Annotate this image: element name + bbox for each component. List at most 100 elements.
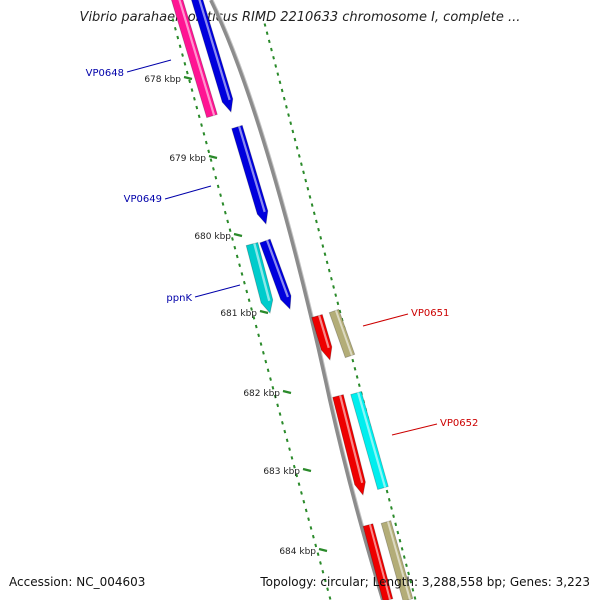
inner-tick-mark [242, 280, 246, 285]
vp0648-label: VP0648 [86, 68, 124, 79]
inner-tick-mark [323, 578, 327, 583]
outer-tick-mark [332, 285, 335, 289]
inner-tick-mark [283, 429, 287, 434]
gene-vp0652-highlight [339, 395, 364, 484]
major-tick-mark [233, 232, 243, 238]
inner-tick-mark [262, 350, 265, 355]
ppnk-label: ppnK [166, 293, 192, 304]
inner-tick-mark [202, 132, 206, 136]
inner-tick-mark [188, 79, 192, 84]
gene-vp0648-highlight [178, 0, 216, 116]
outer-tick-mark [285, 105, 288, 109]
major-tick-mark [183, 75, 193, 81]
inner-tick-mark [316, 552, 320, 557]
vp0652-label: VP0652 [440, 418, 478, 429]
kbp-tick-label: 678 kbp [144, 75, 181, 85]
outer-tick-mark [327, 268, 331, 273]
accession-text: Accession: NC_004603 [9, 575, 146, 589]
outer-tick-mark [407, 571, 410, 576]
outer-tick-mark [394, 522, 398, 527]
vp0649-label: VP0649 [124, 194, 162, 205]
outer-tick-mark [312, 211, 316, 216]
inner-tick-mark [171, 18, 175, 22]
outer-tick-mark [315, 219, 318, 224]
inner-tick-mark [311, 534, 315, 539]
inner-tick-mark [257, 333, 261, 338]
outer-tick-mark [308, 195, 312, 199]
major-tick-mark [282, 389, 292, 395]
inner-tick-mark [302, 499, 306, 504]
inner-tick-mark [245, 289, 249, 294]
inner-tick-mark [278, 412, 282, 416]
genome-summary-text: Topology: circular; Length: 3,288,558 bp… [260, 575, 590, 589]
outer-tick-mark [402, 555, 406, 559]
inner-tick-mark [319, 561, 322, 565]
chromosome-backbone [209, 0, 385, 600]
outer-tick-mark [310, 203, 314, 207]
inner-tick-mark [254, 324, 258, 329]
outer-tick-mark [351, 358, 355, 363]
inner-tick-mark [221, 202, 225, 206]
outer-tick-mark [387, 497, 391, 502]
outer-tick-mark [355, 375, 359, 379]
major-tick-mark [259, 309, 269, 315]
outer-tick-mark [325, 260, 329, 265]
major-tick-mark [302, 467, 312, 473]
inner-tick-mark [197, 114, 201, 119]
outer-tick-mark [295, 145, 299, 150]
gene-reverse-unlabeled-1-highlight [334, 309, 353, 356]
gene-forward-unlabeled-2 [259, 238, 292, 310]
inner-tick-mark [271, 386, 275, 390]
outer-tick-mark [287, 113, 290, 117]
inner-tick-mark [195, 105, 199, 110]
inner-tick-mark [216, 184, 220, 189]
outer-tick-mark [338, 309, 342, 314]
outer-tick-mark [353, 366, 357, 371]
inner-tick-mark [328, 596, 332, 600]
outer-tick-mark [306, 186, 310, 191]
gene-forward-unlabeled-1-highlight [198, 0, 231, 101]
kbp-tick-label: 680 kbp [194, 232, 231, 242]
inner-tick-mark [238, 263, 241, 268]
outer-tick-mark [282, 96, 286, 101]
inner-tick-mark [181, 53, 184, 57]
outer-tick-mark [317, 227, 320, 232]
inner-tick-mark [264, 359, 268, 364]
major-tick-mark [208, 154, 218, 160]
gene-vp0651-highlight [318, 315, 330, 349]
outer-tick-mark [390, 506, 393, 510]
inner-tick-mark [309, 526, 313, 530]
inner-tick-mark [185, 70, 189, 75]
outer-tick-mark [323, 252, 327, 257]
outer-tick-mark [411, 588, 415, 592]
inner-tick-mark [240, 272, 244, 276]
outer-tick-mark [302, 170, 305, 175]
outer-tick-mark [357, 383, 361, 387]
outer-tick-mark [396, 530, 400, 535]
inner-tick-mark [307, 517, 310, 521]
inner-tick-mark [219, 193, 222, 197]
kbp-tick-label: 679 kbp [169, 154, 206, 164]
vp0651-leader-line [362, 313, 409, 327]
inner-tick-mark [259, 342, 263, 346]
map-title: Vibrio parahaemolyticus RIMD 2210633 chr… [79, 10, 521, 25]
inner-tick-mark [247, 298, 251, 303]
inner-tick-mark [178, 44, 182, 49]
inner-tick-mark [276, 403, 280, 408]
gene-ppnk-highlight [253, 243, 271, 302]
outer-tick-mark [293, 137, 297, 142]
inner-tick-mark [235, 254, 239, 259]
gene-ppnk [245, 241, 274, 314]
inner-tick-mark [228, 228, 232, 232]
inner-tick-mark [183, 61, 187, 66]
outer-tick-mark [300, 162, 303, 166]
outer-tick-mark [291, 129, 295, 134]
ppnk-leader-line [194, 284, 241, 298]
outer-tick-mark [265, 31, 269, 35]
outer-tick-mark [297, 154, 301, 158]
outer-tick-mark [398, 538, 402, 543]
inner-tick-mark [190, 88, 194, 92]
outer-tick-mark [274, 64, 278, 68]
inner-tick-mark [204, 140, 208, 145]
